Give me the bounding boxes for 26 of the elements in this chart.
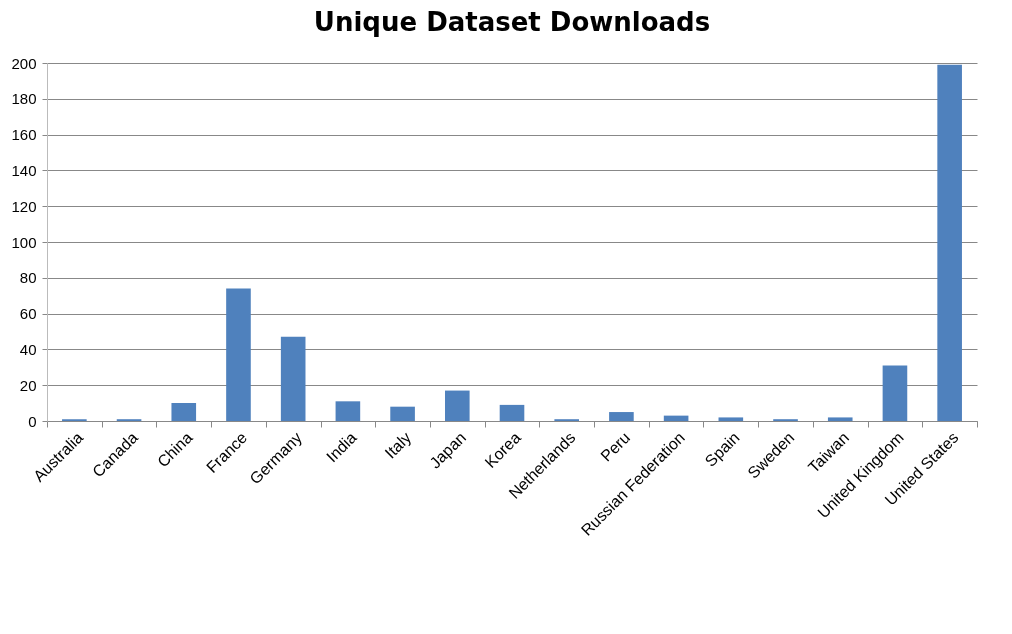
bar (882, 365, 908, 421)
y-tick-label: 100 (11, 233, 37, 251)
y-tick-label: 120 (11, 197, 37, 215)
bar (226, 288, 251, 421)
y-tick-label: 20 (19, 376, 37, 394)
bar (937, 64, 962, 421)
y-tick-label: 160 (11, 126, 37, 144)
bar (718, 417, 744, 421)
y-tick-label: 80 (19, 269, 37, 287)
y-tick-label: 140 (11, 161, 37, 179)
bar (390, 406, 415, 421)
bar (827, 417, 853, 421)
y-tick-label: 40 (19, 340, 37, 358)
bar (335, 401, 361, 421)
x-tick-label: Italy (381, 428, 415, 462)
bar (171, 403, 197, 421)
y-tick-label: 0 (28, 412, 37, 430)
bar (280, 336, 306, 421)
bar (663, 415, 689, 421)
y-tick-label: 200 (11, 54, 37, 72)
bar (609, 412, 634, 421)
y-tick-label: 180 (11, 90, 37, 108)
bar (499, 404, 525, 421)
chart-title: Unique Dataset Downloads (313, 7, 711, 37)
bar (444, 390, 470, 421)
y-tick-label: 60 (19, 305, 37, 323)
